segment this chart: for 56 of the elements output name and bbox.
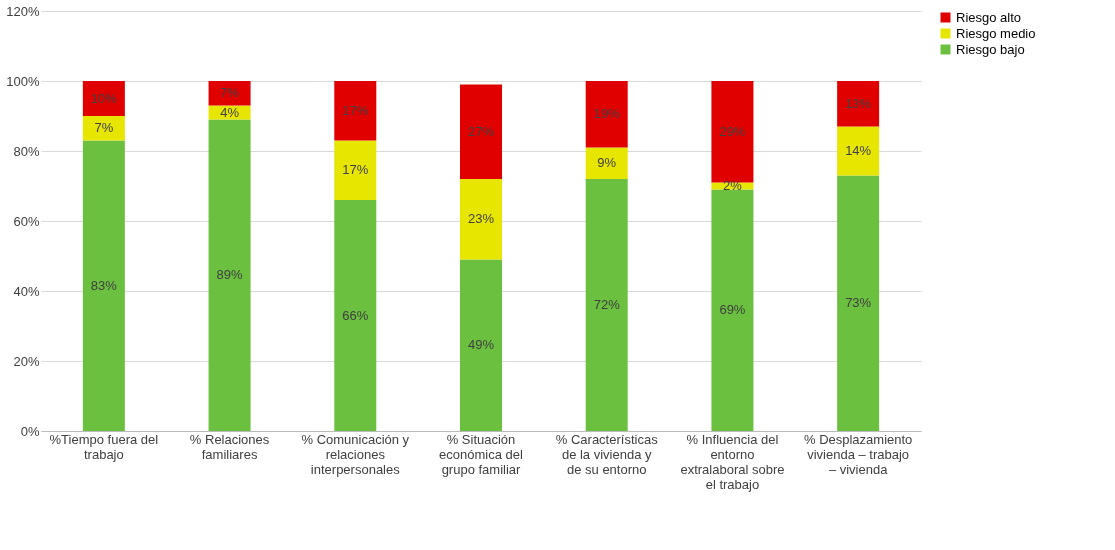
data-label: 10% — [90, 90, 118, 106]
bar — [837, 126, 880, 176]
data-label: 89% — [216, 267, 244, 283]
legend-label: Riesgo medio — [956, 25, 1036, 41]
bar — [334, 140, 377, 200]
data-label: 69% — [719, 302, 746, 318]
x-tick-label: %Tiempo fuera del trabajo — [49, 431, 159, 462]
bar — [837, 175, 880, 431]
data-label: 14% — [845, 143, 872, 158]
y-tick-label: 100% — [6, 73, 40, 89]
data-label: 83% — [90, 277, 118, 293]
y-tick-label: 120% — [6, 3, 40, 19]
data-label: 7% — [220, 85, 240, 101]
bar — [585, 179, 628, 431]
bar — [460, 179, 502, 260]
bar — [711, 81, 754, 183]
y-tick-label: 60% — [13, 213, 40, 229]
x-tick-label: % Características de la vivienda y de su entorno — [555, 431, 659, 477]
data-label: 73% — [845, 295, 872, 311]
bar — [585, 81, 628, 148]
data-label: 17% — [342, 102, 369, 118]
x-tick-label: % Influencia del entorno extralaboral sobre el trabajo — [680, 431, 785, 492]
bar — [82, 140, 125, 431]
x-tick-label: % Comunicación y relaciones interpersonales — [301, 431, 410, 477]
y-tick-label: 0% — [20, 423, 40, 439]
bar — [334, 81, 377, 141]
data-label: 7% — [94, 120, 114, 136]
bar — [208, 119, 251, 431]
x-tick-label: % Relaciones familiares — [189, 431, 270, 462]
x-tick-label: % Situación económica del grupo familiar — [439, 431, 524, 477]
legend-label: Riesgo bajo — [956, 41, 1025, 57]
bar — [711, 189, 754, 431]
data-label: 19% — [593, 106, 621, 122]
bar — [460, 84, 502, 179]
bar — [837, 81, 880, 127]
data-label: 23% — [467, 211, 495, 227]
bar — [334, 200, 377, 431]
legend-label: Riesgo alto — [956, 9, 1022, 25]
data-label: 29% — [719, 123, 746, 139]
data-label: 27% — [467, 123, 495, 139]
x-tick-label: % Desplazamiento vivienda – trabajo – vivienda — [803, 431, 913, 477]
y-tick-label: 20% — [13, 353, 40, 369]
data-label: 17% — [342, 162, 369, 178]
bar — [82, 81, 125, 116]
data-label: 9% — [597, 155, 617, 171]
bar — [585, 147, 628, 179]
bar — [82, 116, 125, 141]
data-label: 66% — [342, 307, 369, 323]
y-tick-label: 80% — [13, 143, 40, 159]
data-label: 49% — [467, 337, 495, 353]
bar — [460, 259, 502, 431]
bar — [208, 81, 251, 106]
y-tick-label: 40% — [13, 283, 40, 299]
data-label: 72% — [593, 297, 621, 312]
data-label: 4% — [220, 104, 240, 120]
data-label: 13% — [845, 95, 872, 111]
